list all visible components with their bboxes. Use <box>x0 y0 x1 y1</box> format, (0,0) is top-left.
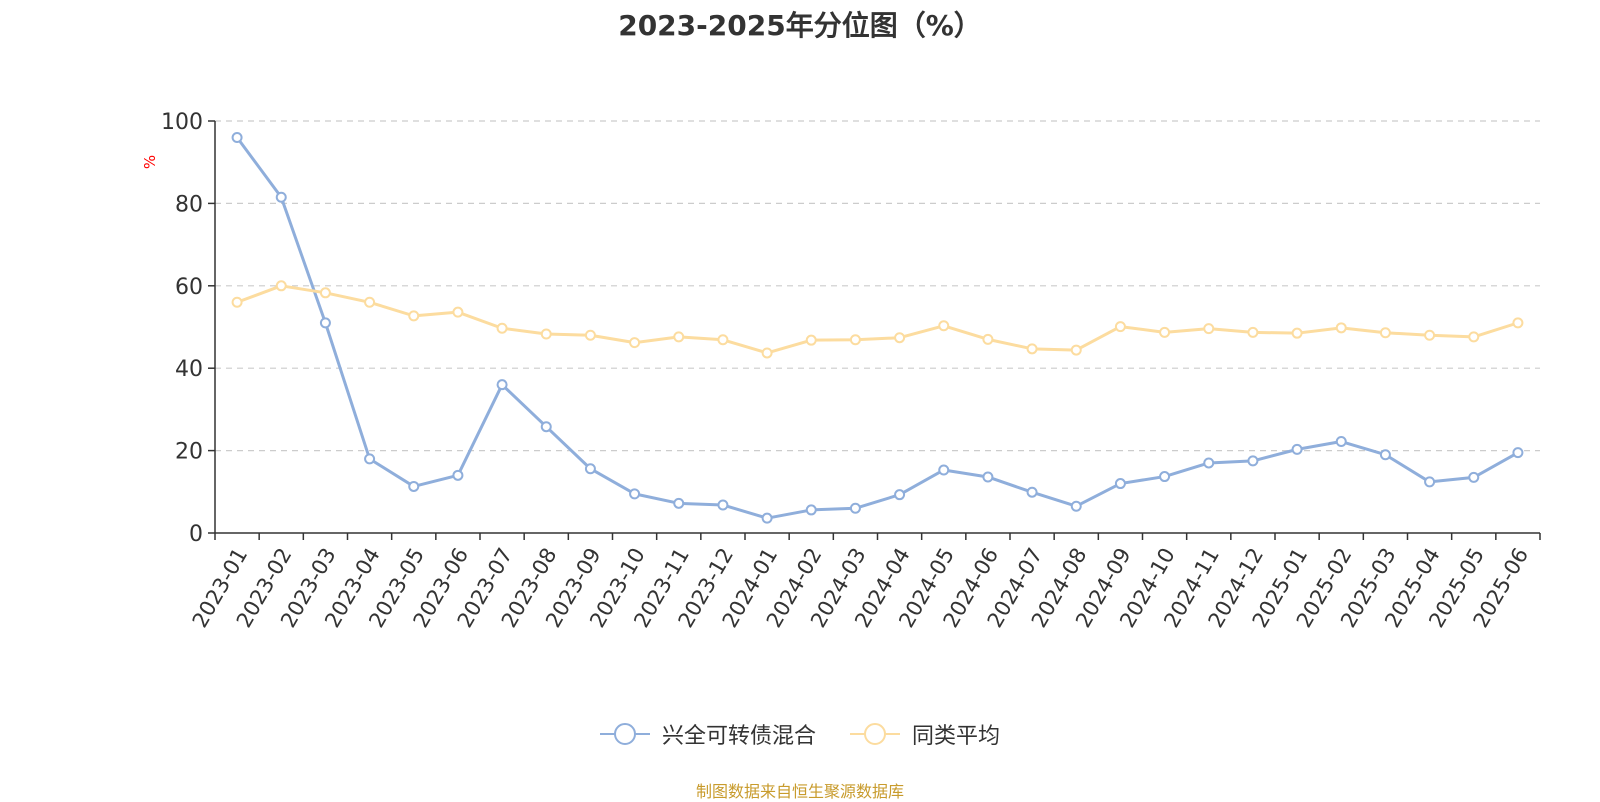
series-points <box>231 131 1524 524</box>
series-2-point[interactable] <box>1424 329 1436 341</box>
series-2-point[interactable] <box>1512 317 1524 329</box>
grid-lines <box>215 120 1540 452</box>
y-tick-label: 100 <box>161 110 203 135</box>
series-1-point[interactable] <box>496 379 508 391</box>
series-2-point[interactable] <box>275 280 287 292</box>
legend-label: 同类平均 <box>912 724 1001 749</box>
y-tick-label: 40 <box>175 357 203 382</box>
legend-line-marker-icon <box>850 723 900 745</box>
series-line-2 <box>236 284 1519 355</box>
series-1-point[interactable] <box>1159 471 1171 483</box>
series-1-point[interactable] <box>1335 436 1347 448</box>
series-1-point[interactable] <box>1070 500 1082 512</box>
series-2-point[interactable] <box>319 287 331 299</box>
legend-label: 兴全可转债混合 <box>661 724 816 749</box>
series-1-point[interactable] <box>1291 443 1303 455</box>
series-1-point[interactable] <box>1424 476 1436 488</box>
series-1-point[interactable] <box>1203 457 1215 469</box>
series-1-point[interactable] <box>673 497 685 509</box>
series-2-point[interactable] <box>1114 321 1126 333</box>
legend-item-series-2[interactable]: 同类平均 <box>850 718 1000 750</box>
series-1-point[interactable] <box>938 464 950 476</box>
y-axis-label: % <box>141 155 159 169</box>
series-1-point[interactable] <box>452 469 464 481</box>
source-note: 制图数据来自恒生聚源数据库 <box>695 782 904 801</box>
legend-item-series-1[interactable]: 兴全可转债混合 <box>599 718 816 750</box>
series-1-point[interactable] <box>629 488 641 500</box>
series-1-point[interactable] <box>982 471 994 483</box>
series-lines <box>235 136 1519 520</box>
y-tick-label: 60 <box>175 275 203 300</box>
series-2-point[interactable] <box>938 320 950 332</box>
series-1-point[interactable] <box>1468 471 1480 483</box>
series-1-point[interactable] <box>1026 486 1038 498</box>
series-1-point[interactable] <box>275 191 287 203</box>
series-2-point[interactable] <box>849 334 861 346</box>
series-1-point[interactable] <box>1379 449 1391 461</box>
series-2-point[interactable] <box>1291 327 1303 339</box>
axes <box>208 120 1541 540</box>
series-1-point[interactable] <box>1247 455 1259 467</box>
series-2-point[interactable] <box>629 337 641 349</box>
series-1-point[interactable] <box>1114 478 1126 490</box>
series-1-point[interactable] <box>894 489 906 501</box>
series-1-point[interactable] <box>319 317 331 329</box>
series-2-point[interactable] <box>540 328 552 340</box>
series-1-point[interactable] <box>584 463 596 475</box>
series-1-point[interactable] <box>1512 447 1524 459</box>
series-2-point[interactable] <box>717 334 729 346</box>
series-1-point[interactable] <box>408 480 420 492</box>
y-tick-label: 0 <box>189 522 203 547</box>
chart-title: 2023-2025年分位图（%） <box>618 9 982 42</box>
legend: 兴全可转债混合 同类平均 <box>0 718 1600 750</box>
tick-labels: 0204060801002023-012023-022023-032023-04… <box>141 110 1533 632</box>
series-line-1 <box>235 136 1519 520</box>
series-2-point[interactable] <box>761 347 773 359</box>
y-tick-label: 20 <box>175 440 203 465</box>
series-2-point[interactable] <box>982 333 994 345</box>
series-2-point[interactable] <box>584 329 596 341</box>
legend-line-marker-icon <box>599 723 650 745</box>
series-2-point[interactable] <box>1159 326 1171 338</box>
series-2-point[interactable] <box>1070 344 1082 356</box>
y-tick-label: 80 <box>175 192 203 217</box>
series-1-point[interactable] <box>231 131 243 143</box>
series-2-point[interactable] <box>408 310 420 322</box>
series-2-point[interactable] <box>805 334 817 346</box>
series-2-point[interactable] <box>364 296 376 308</box>
series-1-point[interactable] <box>717 499 729 511</box>
series-2-point[interactable] <box>231 296 243 308</box>
series-1-point[interactable] <box>805 504 817 516</box>
series-2-point[interactable] <box>894 332 906 344</box>
series-2-point[interactable] <box>1026 343 1038 355</box>
series-2-point[interactable] <box>1203 323 1215 335</box>
series-1-point[interactable] <box>540 421 552 433</box>
series-2-point[interactable] <box>673 331 685 343</box>
series-1-point[interactable] <box>364 453 376 465</box>
series-2-point[interactable] <box>496 322 508 334</box>
series-2-point[interactable] <box>1379 327 1391 339</box>
series-1-point[interactable] <box>849 502 861 514</box>
series-2-point[interactable] <box>1247 326 1259 338</box>
series-2-point[interactable] <box>1468 331 1480 343</box>
series-2-point[interactable] <box>1335 322 1347 334</box>
series-1-point[interactable] <box>761 512 773 524</box>
series-2-point[interactable] <box>452 306 464 318</box>
